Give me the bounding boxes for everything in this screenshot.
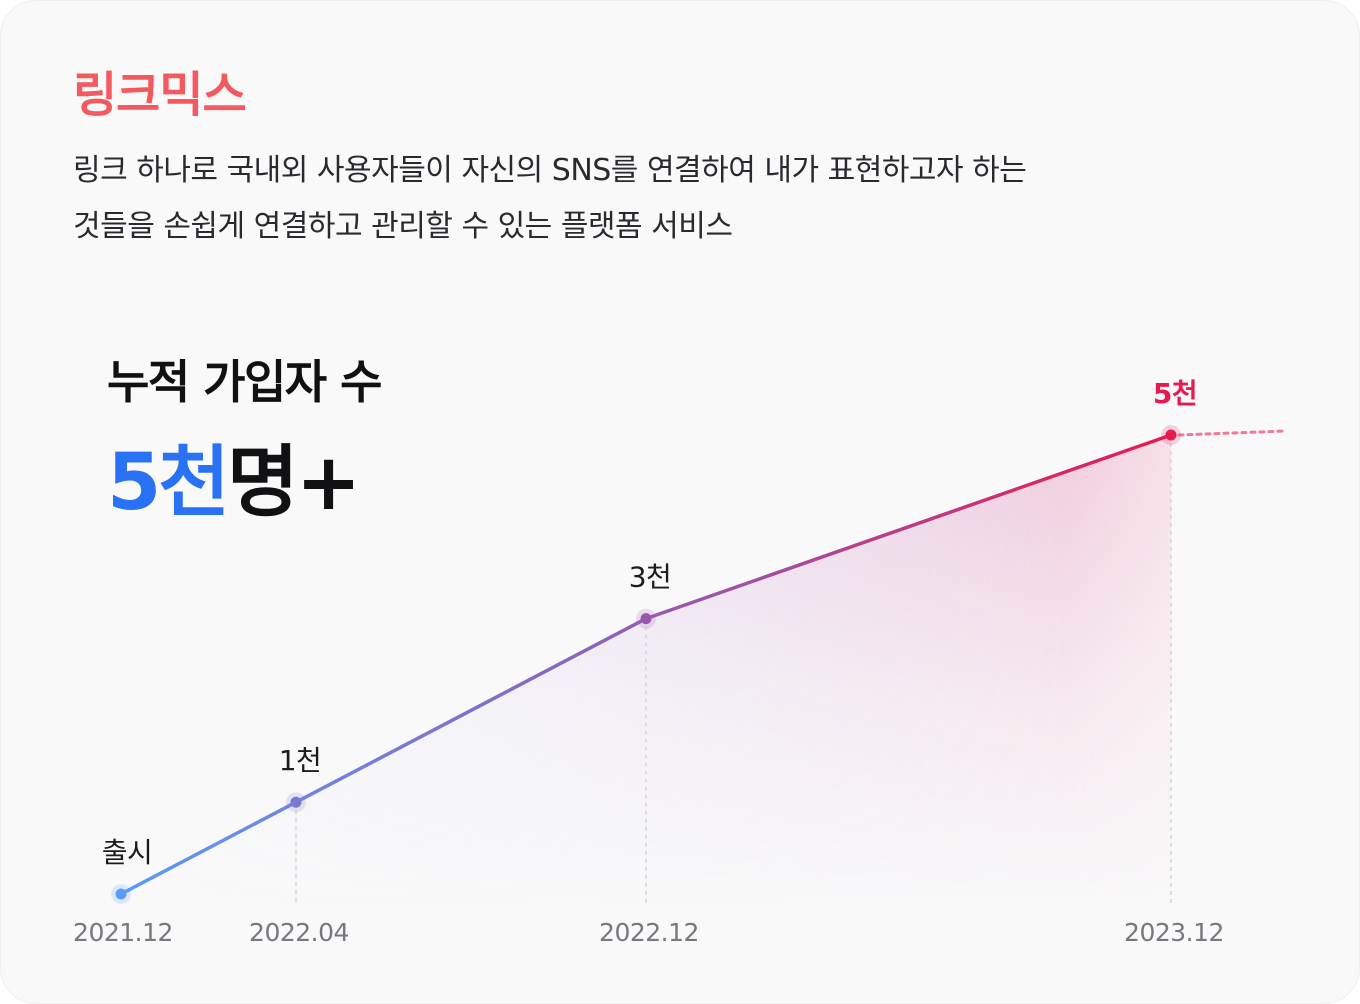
series-line	[119, 433, 1173, 896]
description-line-1: 링크 하나로 국내외 사용자들이 자신의 SNS를 연결하여 내가 표현하고자 …	[73, 153, 1027, 188]
x-tick-label: 2022.12	[599, 918, 699, 947]
x-tick-label: 2022.04	[249, 918, 349, 947]
x-tick-label: 2021.12	[73, 918, 173, 947]
data-points	[111, 425, 1181, 904]
description-line-2: 것들을 손쉽게 연결하고 관리할 수 있는 플랫폼 서비스	[73, 209, 733, 244]
stat-unit: 명	[227, 438, 299, 528]
point-label: 1천	[279, 744, 322, 777]
stat-number: 5천	[107, 438, 230, 528]
data-point	[115, 888, 127, 900]
vertical-guides	[295, 443, 1172, 906]
x-axis-labels: 2021.12 2022.04 2022.12 2023.12	[73, 918, 1224, 947]
x-tick-label: 2023.12	[1124, 918, 1224, 947]
stat-value: 5천명+	[107, 435, 361, 531]
data-point	[290, 796, 302, 808]
stat-label: 누적 가입자 수	[107, 355, 382, 409]
stat-suffix: +	[295, 438, 361, 528]
data-point	[640, 613, 652, 625]
point-label: 출시	[102, 836, 153, 869]
point-label: 5천	[1153, 377, 1197, 410]
brand-name: 링크믹스	[73, 67, 247, 123]
point-labels: 출시 1천 3천 5천	[102, 377, 1198, 869]
data-point	[1165, 429, 1177, 441]
trend-extension	[1177, 429, 1288, 437]
service-description: 링크 하나로 국내외 사용자들이 자신의 SNS를 연결하여 내가 표현하고자 …	[73, 143, 1253, 255]
point-label: 3천	[629, 561, 672, 594]
